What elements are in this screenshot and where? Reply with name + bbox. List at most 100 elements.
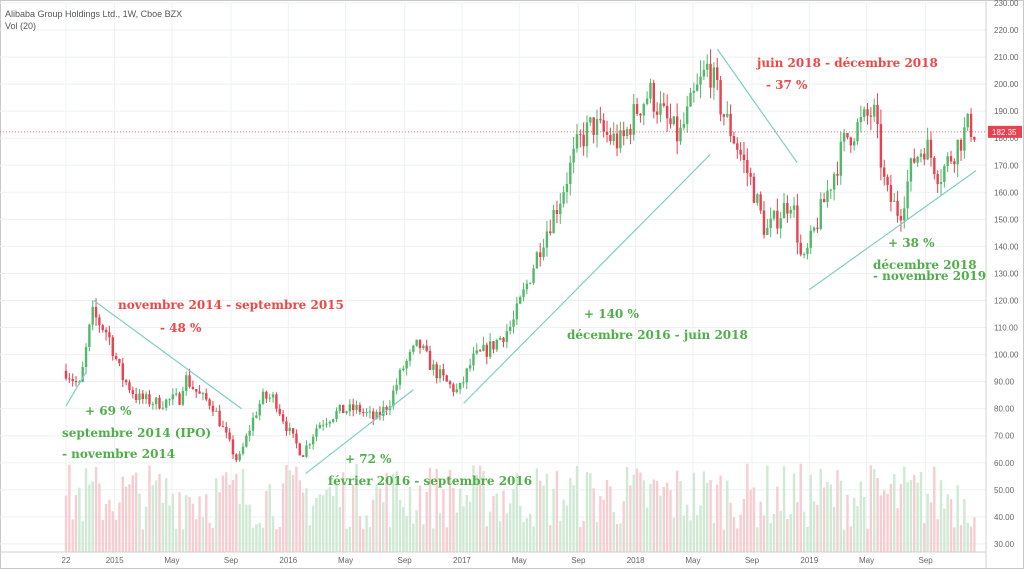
volume-bar — [559, 520, 562, 552]
x-tick-label: Sep — [224, 556, 239, 565]
volume-bar — [669, 490, 672, 552]
volume-bar — [916, 482, 919, 552]
candle-body — [301, 455, 305, 457]
candle-body — [472, 353, 475, 366]
volume-bar — [736, 528, 739, 552]
volume-bar — [141, 529, 145, 552]
volume-bar — [933, 466, 936, 552]
candle-body — [248, 430, 251, 436]
x-tick-label: May — [338, 556, 353, 565]
volume-bar — [495, 493, 499, 552]
volume-bar — [592, 488, 595, 552]
volume-bar — [171, 493, 175, 552]
candle-body — [786, 203, 789, 214]
volume-bar — [726, 480, 729, 552]
candle-body — [88, 324, 91, 348]
candle-body — [271, 394, 275, 398]
volume-bar — [121, 476, 124, 552]
candle-body — [355, 404, 358, 411]
volume-label: Vol (20) — [5, 21, 37, 31]
candle-body — [468, 365, 472, 369]
volume-bar — [649, 483, 652, 552]
volume-bar — [943, 508, 946, 552]
candle-body — [231, 439, 235, 455]
candle-body — [612, 133, 615, 142]
volume-bar — [205, 494, 208, 552]
volume-bar — [341, 472, 345, 552]
volume-bar — [215, 478, 218, 552]
candle-body — [118, 359, 121, 364]
volume-bar — [655, 481, 659, 552]
candle-body — [856, 122, 859, 142]
y-tick-label: 50.00 — [994, 486, 1015, 495]
candle-body — [458, 382, 462, 390]
volume-bar — [909, 480, 913, 552]
candle-body — [839, 141, 843, 176]
volume-bar — [365, 515, 368, 552]
candle-body — [512, 319, 515, 327]
candle-body — [84, 347, 88, 367]
volume-bar — [201, 517, 205, 552]
candle-body — [352, 404, 355, 411]
candle-body — [816, 227, 819, 229]
volume-bar — [555, 471, 559, 552]
annotation-ipo-period-end: - novembre 2014 — [62, 447, 176, 461]
candle-body — [482, 344, 485, 351]
volume-bar — [772, 513, 776, 552]
volume-bar — [352, 484, 355, 552]
candle-body — [238, 453, 241, 461]
candle-body — [378, 411, 382, 416]
volume-bar — [498, 521, 502, 552]
volume-bar — [442, 489, 445, 552]
candle-body — [842, 133, 846, 142]
candle-body — [826, 190, 829, 203]
y-tick-label: 180.00 — [994, 134, 1019, 143]
volume-bar — [428, 467, 432, 552]
candle-body — [669, 118, 672, 125]
candle-body — [963, 127, 966, 151]
volume-bar — [138, 493, 141, 552]
volume-bar — [108, 499, 111, 552]
candle-body — [435, 364, 438, 379]
volume-bar — [969, 526, 973, 552]
candle-body — [425, 345, 428, 351]
candle-body — [448, 381, 452, 385]
candle-body — [221, 426, 225, 428]
candle-body — [949, 156, 953, 162]
volume-bar — [949, 499, 953, 552]
candle-body — [111, 337, 114, 357]
candle-body — [318, 424, 322, 429]
candle-body — [682, 124, 686, 128]
volume-bar — [71, 519, 74, 552]
candle-body — [392, 390, 395, 407]
candle-body — [265, 391, 268, 399]
volume-bar — [128, 484, 131, 552]
candle-body — [916, 156, 919, 163]
candle-body — [579, 134, 582, 136]
candle-body — [595, 119, 599, 135]
candle-body — [692, 90, 696, 93]
candle-body — [913, 158, 916, 163]
candle-body — [452, 384, 455, 393]
candle-body — [662, 103, 666, 106]
x-tick-label: Sep — [745, 556, 760, 565]
volume-bar — [796, 502, 799, 552]
candle-body — [525, 283, 529, 290]
candle-body — [852, 141, 856, 146]
candle-body — [772, 210, 776, 219]
volume-bar — [883, 490, 886, 552]
volume-bar — [792, 473, 796, 552]
candle-body — [98, 317, 101, 326]
candle-body — [455, 389, 458, 393]
candle-body — [278, 408, 281, 415]
volume-bar — [78, 487, 81, 552]
volume-bar — [886, 493, 889, 552]
volume-bar — [732, 517, 736, 552]
volume-bar — [696, 515, 699, 552]
volume-bar — [665, 482, 669, 552]
candle-body — [742, 154, 746, 160]
candle-body — [81, 366, 84, 382]
volume-bar — [822, 487, 826, 552]
candle-body — [672, 116, 676, 125]
